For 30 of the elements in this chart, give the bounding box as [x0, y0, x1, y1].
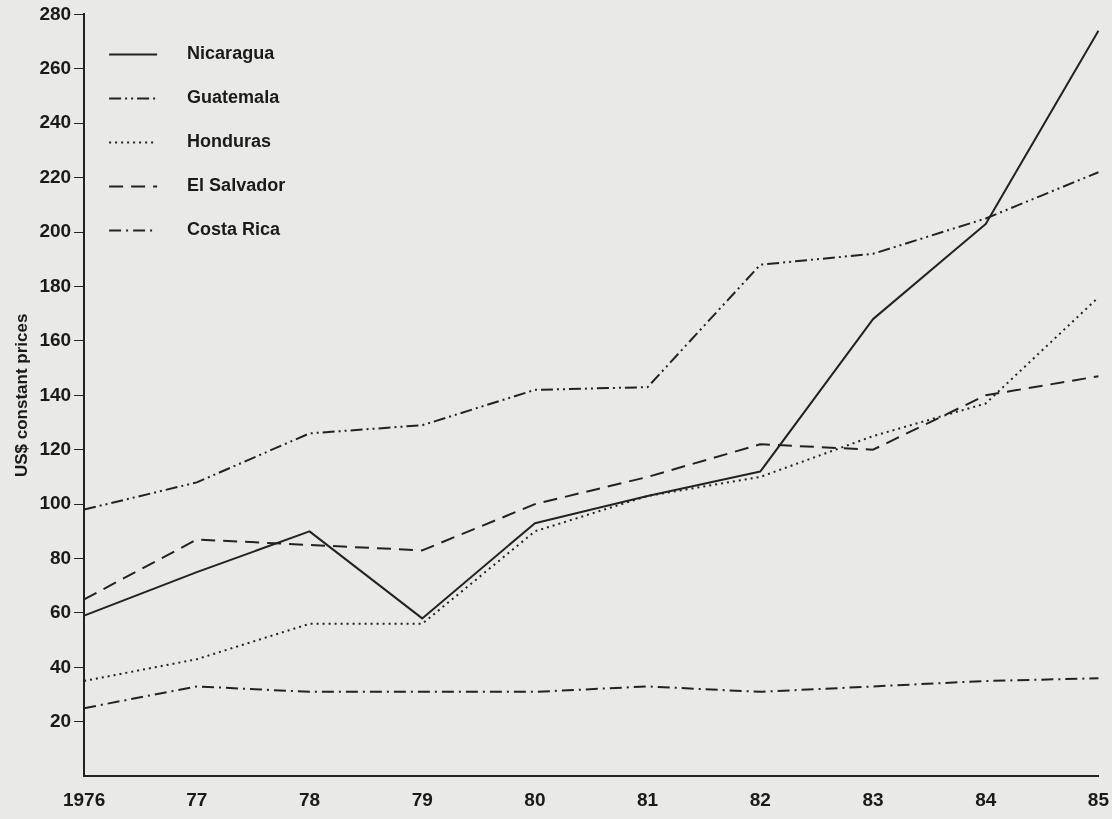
x-tick-label: 79 — [411, 788, 433, 810]
y-tick-label: 80 — [49, 546, 72, 568]
x-tick-label: 77 — [186, 788, 208, 810]
x-tick-label: 80 — [524, 788, 546, 810]
y-tick-label: 160 — [39, 329, 72, 351]
y-tick-label: 100 — [39, 492, 72, 514]
x-tick-label: 78 — [298, 788, 321, 810]
legend-label: Honduras — [187, 131, 272, 152]
y-tick-label: 40 — [49, 655, 72, 677]
y-tick-label: 220 — [39, 165, 72, 187]
x-tick-label: 83 — [862, 788, 884, 810]
legend-label: Nicaragua — [187, 43, 276, 64]
y-tick-label: 60 — [49, 601, 72, 623]
legend-label: Costa Rica — [187, 219, 282, 240]
y-tick-label: 120 — [39, 437, 72, 459]
y-tick-label: 280 — [39, 2, 72, 24]
y-tick-label: 240 — [39, 111, 72, 133]
x-tick-label: 85 — [1087, 788, 1110, 810]
y-tick-label: 180 — [39, 274, 72, 296]
x-tick-label: 82 — [749, 788, 771, 810]
x-tick-label: 81 — [637, 788, 659, 810]
y-tick-label: 140 — [39, 383, 72, 405]
y-tick-label: 200 — [39, 220, 72, 242]
legend-label: El Salvador — [187, 175, 286, 196]
x-tick-label: 84 — [975, 788, 997, 810]
y-tick-label: 20 — [49, 710, 72, 732]
y-axis-title: US$ constant prices — [11, 313, 31, 478]
x-tick-label: 1976 — [62, 788, 106, 810]
legend-label: Guatemala — [187, 87, 281, 108]
y-tick-label: 260 — [39, 57, 72, 79]
